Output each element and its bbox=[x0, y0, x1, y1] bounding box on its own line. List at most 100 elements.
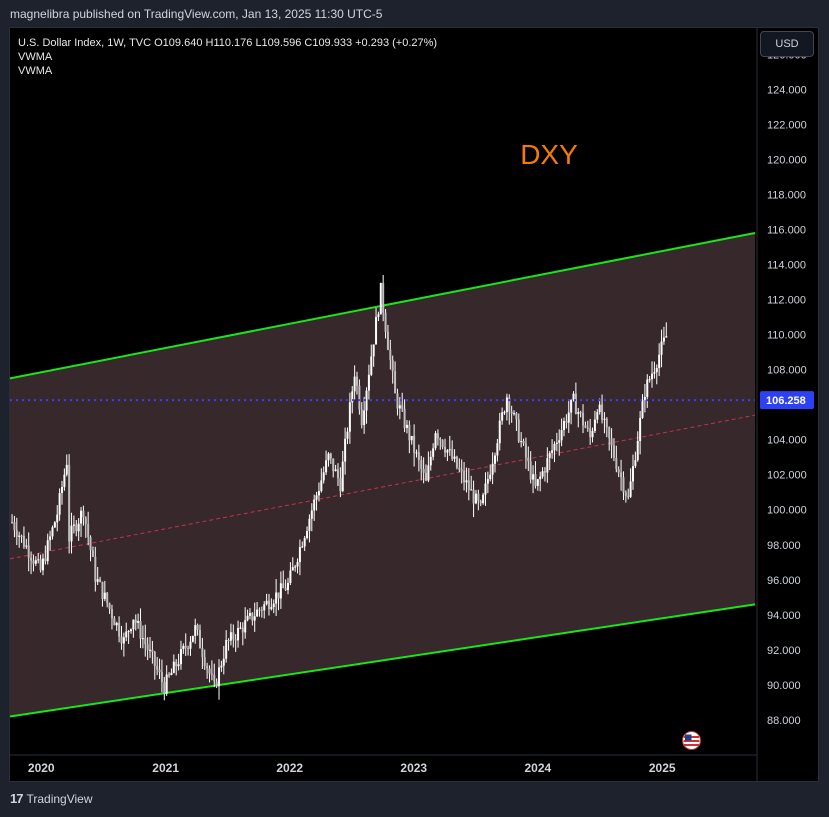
vwma-legend-1[interactable]: VWMA bbox=[18, 51, 53, 63]
candle-body bbox=[539, 476, 542, 480]
y-tick-label: 116.000 bbox=[767, 224, 806, 236]
candle-body bbox=[660, 341, 663, 355]
candle-body bbox=[403, 408, 406, 428]
candle-body bbox=[586, 427, 589, 429]
candle-body bbox=[317, 491, 320, 496]
candle-body bbox=[622, 477, 625, 493]
us-flag-icon bbox=[682, 731, 701, 750]
candle-body bbox=[267, 600, 270, 610]
candle-body bbox=[332, 458, 335, 472]
candle-body bbox=[227, 640, 230, 642]
candle-body bbox=[144, 638, 147, 645]
candle-body bbox=[156, 666, 159, 670]
candle-body bbox=[187, 647, 190, 649]
candle-body bbox=[65, 464, 68, 475]
candle-body bbox=[608, 427, 611, 439]
candle-body bbox=[596, 412, 599, 420]
candle-body bbox=[582, 412, 585, 426]
candle-body bbox=[455, 456, 458, 468]
candle-body bbox=[287, 583, 290, 591]
candle-body bbox=[68, 464, 71, 542]
candle-body bbox=[201, 648, 204, 658]
candle-body bbox=[87, 523, 90, 538]
candle-body bbox=[89, 537, 92, 551]
candle-body bbox=[498, 420, 501, 444]
candle-body bbox=[386, 331, 389, 350]
candle-body bbox=[453, 456, 456, 459]
candle-body bbox=[446, 450, 449, 453]
candle-body bbox=[460, 469, 463, 472]
candle-body bbox=[53, 522, 56, 528]
candle-body bbox=[451, 449, 454, 459]
candle-body bbox=[534, 474, 537, 486]
candle-body bbox=[505, 397, 508, 413]
candle-body bbox=[584, 425, 587, 428]
x-tick-label: 2022 bbox=[276, 761, 303, 775]
candle-body bbox=[20, 535, 23, 537]
candle-body bbox=[334, 469, 337, 472]
candle-body bbox=[220, 665, 223, 668]
candle-body bbox=[177, 664, 180, 667]
candle-body bbox=[101, 581, 104, 600]
candle-body bbox=[420, 460, 423, 470]
candle-body bbox=[598, 404, 601, 413]
candle-body bbox=[210, 673, 213, 675]
candle-body bbox=[208, 668, 211, 674]
candle-body bbox=[396, 393, 399, 409]
candle-body bbox=[555, 442, 558, 444]
candle-body bbox=[215, 681, 218, 687]
candle-body bbox=[229, 632, 232, 641]
candle-body bbox=[84, 517, 87, 524]
candle-body bbox=[605, 418, 608, 428]
tradingview-brand[interactable]: 17 TradingView bbox=[10, 791, 93, 806]
candle-body bbox=[532, 474, 535, 480]
candle-body bbox=[558, 440, 561, 443]
candle-body bbox=[253, 616, 256, 621]
candle-body bbox=[70, 525, 73, 542]
candle-body bbox=[239, 627, 242, 629]
currency-button[interactable]: USD bbox=[760, 31, 814, 57]
candle-body bbox=[384, 312, 387, 332]
candle-body bbox=[444, 446, 447, 453]
candle-body bbox=[643, 396, 646, 401]
candle-body bbox=[303, 538, 306, 547]
candle-body bbox=[96, 579, 99, 582]
symbol-legend[interactable]: U.S. Dollar Index, 1W, TVC O109.640 H110… bbox=[18, 37, 438, 49]
candle-body bbox=[551, 450, 554, 453]
candle-body bbox=[315, 495, 318, 500]
candle-body bbox=[118, 622, 121, 637]
candle-body bbox=[327, 453, 330, 461]
candle-body bbox=[377, 314, 380, 317]
candle-body bbox=[543, 471, 546, 473]
candle-body bbox=[196, 625, 199, 631]
candle-body bbox=[206, 666, 209, 669]
candle-body bbox=[517, 419, 520, 442]
candle-body bbox=[232, 632, 235, 640]
candle-body bbox=[125, 631, 128, 638]
candle-body bbox=[639, 417, 642, 441]
x-tick-label: 2021 bbox=[152, 761, 179, 775]
candle-body bbox=[627, 495, 630, 497]
y-tick-label: 124.000 bbox=[767, 84, 807, 96]
candle-body bbox=[46, 540, 49, 562]
candle-body bbox=[298, 546, 301, 562]
candle-body bbox=[182, 645, 185, 650]
candle-body bbox=[175, 661, 178, 667]
x-tick-label: 2025 bbox=[649, 761, 676, 775]
y-tick-label: 100.000 bbox=[767, 505, 807, 517]
candle-body bbox=[222, 658, 225, 666]
candle-body bbox=[110, 608, 113, 619]
candle-body bbox=[308, 518, 311, 532]
vwma-legend-2[interactable]: VWMA bbox=[18, 65, 53, 77]
candle-body bbox=[241, 627, 244, 633]
candle-body bbox=[56, 514, 59, 523]
candle-body bbox=[272, 603, 275, 608]
candle-body bbox=[99, 579, 102, 582]
candle-body bbox=[479, 500, 482, 504]
candle-body bbox=[63, 474, 66, 488]
candle-body bbox=[641, 400, 644, 418]
candle-body bbox=[11, 522, 14, 524]
candle-body bbox=[382, 282, 385, 313]
candle-body bbox=[477, 493, 480, 501]
